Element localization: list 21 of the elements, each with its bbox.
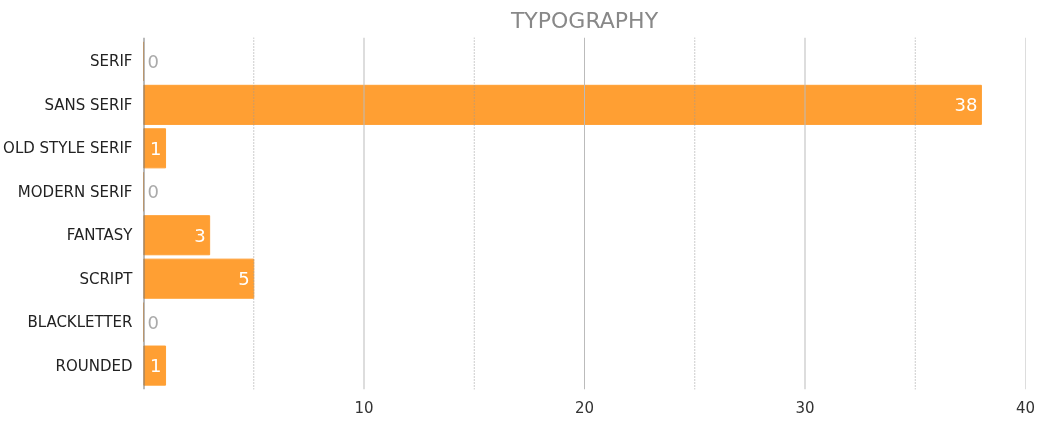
data-label: 0 <box>147 181 159 203</box>
chart-title: TYPOGRAPHY <box>509 7 659 33</box>
data-label: 0 <box>147 50 159 72</box>
y-tick-label: SCRIPT <box>79 269 134 288</box>
x-tick-label: 10 <box>354 398 374 417</box>
data-label: 1 <box>150 137 162 159</box>
y-tick-label: SERIF <box>90 52 133 71</box>
y-tick-label: SANS SERIF <box>44 95 133 114</box>
y-tick-label: OLD STYLE SERIF <box>3 139 133 158</box>
data-label: 1 <box>150 355 162 377</box>
data-label: 5 <box>238 268 250 290</box>
data-label: 38 <box>954 94 978 116</box>
data-label: 0 <box>147 311 159 333</box>
x-tick-label: 40 <box>1015 398 1036 417</box>
x-tick-label: 30 <box>795 398 815 417</box>
y-tick-label: MODERN SERIF <box>17 182 133 201</box>
y-tick-label: FANTASY <box>66 226 134 245</box>
x-tick-label: 20 <box>574 398 595 417</box>
data-label: 3 <box>194 224 206 246</box>
y-tick-label: ROUNDED <box>55 356 133 375</box>
y-tick-label: BLACKLETTER <box>27 313 133 332</box>
